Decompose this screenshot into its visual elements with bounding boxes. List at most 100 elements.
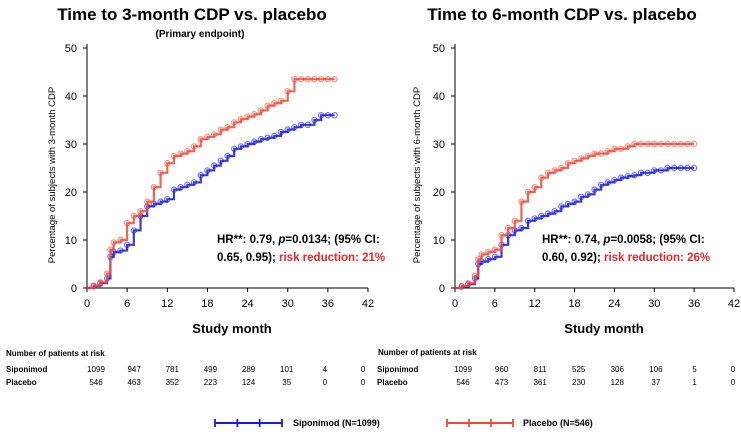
series-point bbox=[524, 217, 532, 224]
risk-cell: 5 bbox=[692, 365, 697, 374]
series-point bbox=[164, 195, 171, 203]
series-point bbox=[624, 143, 631, 150]
series-point bbox=[591, 150, 598, 157]
series-siponimod-line bbox=[455, 166, 695, 290]
risk-cell: 0 bbox=[731, 378, 736, 387]
series-point bbox=[257, 135, 265, 143]
x-tick-label: 6 bbox=[492, 298, 498, 310]
risk-cell: 35 bbox=[282, 378, 291, 387]
risk-cell: 101 bbox=[280, 365, 294, 374]
series-point bbox=[210, 131, 218, 138]
risk-cell: 525 bbox=[572, 365, 586, 374]
series-point bbox=[244, 140, 251, 148]
chart-right-ann-risk: risk reduction: 26% bbox=[604, 252, 710, 264]
series-point bbox=[458, 282, 465, 290]
series-point bbox=[564, 159, 572, 167]
series-point bbox=[277, 97, 285, 105]
series-point bbox=[251, 138, 258, 145]
series-point bbox=[324, 111, 332, 119]
series-point bbox=[184, 181, 191, 188]
series-point bbox=[684, 140, 691, 148]
series-point bbox=[177, 183, 184, 191]
chart-left-annotation-line1: HR**: 0.79, p=0.0134; (95% CI: bbox=[217, 234, 380, 246]
series-point bbox=[217, 126, 225, 133]
series-point bbox=[684, 164, 691, 172]
series-point bbox=[504, 224, 512, 232]
series-point bbox=[244, 113, 251, 120]
x-tick-label: 24 bbox=[241, 298, 253, 310]
series-point bbox=[150, 183, 158, 191]
series-point bbox=[137, 207, 144, 215]
series-point bbox=[217, 157, 225, 164]
series-point bbox=[190, 143, 198, 150]
series-point bbox=[485, 256, 492, 263]
x-tick-label: 12 bbox=[161, 298, 173, 310]
series-point bbox=[671, 164, 678, 172]
series-point bbox=[170, 152, 178, 160]
chart-right-ann-p: p bbox=[602, 234, 610, 246]
chart-left-xlabel: Study month bbox=[192, 321, 271, 336]
series-point bbox=[518, 224, 525, 232]
x-tick-label: 18 bbox=[568, 298, 580, 310]
series-point bbox=[284, 87, 291, 95]
chart-left-annotation-line2: 0.65, 0.95); risk reduction: 21% bbox=[217, 252, 385, 264]
x-tick-label: 42 bbox=[362, 298, 374, 310]
x-tick-label: 24 bbox=[608, 298, 620, 310]
series-point bbox=[644, 140, 651, 148]
legend-placebo-label: Placebo (N=546) bbox=[523, 418, 593, 428]
series-point bbox=[664, 164, 671, 172]
chart-right-ann-pval: =0.0058; (95% CI: bbox=[610, 234, 704, 246]
series-point bbox=[544, 210, 552, 217]
x-tick-label: 42 bbox=[728, 298, 740, 310]
series-point bbox=[564, 200, 572, 208]
series-point bbox=[551, 207, 558, 215]
series-point bbox=[251, 111, 258, 118]
series-point bbox=[538, 174, 545, 181]
series-point bbox=[657, 167, 665, 174]
series-point bbox=[637, 169, 645, 176]
series-point bbox=[324, 75, 332, 83]
series-point bbox=[103, 270, 111, 277]
chart-right-ylabel: Percentage of subjects with 6-month CDP bbox=[412, 87, 423, 263]
series-point bbox=[465, 280, 472, 287]
series-point bbox=[538, 212, 545, 220]
x-tick-label: 30 bbox=[648, 298, 660, 310]
chart-left-ann-ci: 0.65, 0.95); bbox=[217, 252, 279, 264]
series-point bbox=[690, 140, 698, 148]
risk-cell: 0 bbox=[323, 378, 328, 387]
series-point bbox=[237, 115, 245, 123]
series-point bbox=[677, 164, 685, 172]
risk-cell: 546 bbox=[89, 378, 103, 387]
risk-row-label: Siponimod bbox=[6, 365, 47, 374]
series-point bbox=[204, 133, 211, 140]
series-point bbox=[311, 75, 318, 83]
risk-cell: 811 bbox=[534, 365, 547, 374]
risk-cell: 781 bbox=[166, 365, 180, 374]
y-tick-label: 30 bbox=[433, 139, 445, 151]
legend-placebo: Placebo (N=546) bbox=[446, 418, 593, 428]
series-placebo bbox=[455, 140, 698, 290]
series-point bbox=[671, 140, 678, 148]
series-placebo bbox=[87, 75, 338, 290]
y-tick-label: 50 bbox=[65, 43, 77, 55]
risk-cell: 289 bbox=[242, 365, 256, 374]
series-point bbox=[277, 128, 285, 136]
risk-cell: 223 bbox=[204, 378, 218, 387]
series-point bbox=[297, 121, 305, 129]
y-tick-label: 40 bbox=[433, 91, 445, 103]
risk-cell: 352 bbox=[166, 378, 180, 387]
series-point bbox=[511, 217, 518, 224]
risk-cell: 106 bbox=[649, 365, 663, 374]
series-point bbox=[558, 203, 565, 210]
series-point bbox=[617, 145, 625, 152]
y-tick-label: 30 bbox=[65, 139, 77, 151]
x-tick-label: 36 bbox=[688, 298, 700, 310]
series-point bbox=[170, 186, 178, 193]
risk-cell: 0 bbox=[361, 378, 366, 387]
series-point bbox=[190, 179, 198, 186]
series-point bbox=[331, 111, 338, 119]
series-point bbox=[651, 140, 658, 148]
series-point bbox=[304, 121, 311, 129]
y-tick-label: 50 bbox=[433, 43, 445, 55]
series-point bbox=[690, 164, 698, 172]
